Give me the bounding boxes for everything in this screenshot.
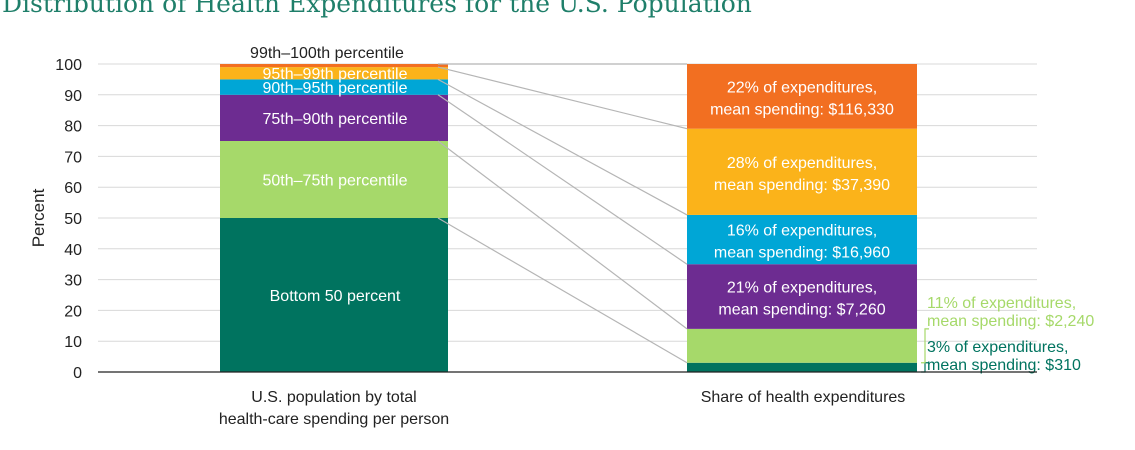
- population-segment-label: Bottom 50 percent: [270, 288, 401, 305]
- expenditure-segment: [687, 328, 917, 363]
- expenditure-label-line: mean spending: $310: [927, 357, 1081, 374]
- population-segment: [220, 79, 448, 95]
- expenditure-segment-label: 3% of expenditures,mean spending: $310: [921, 339, 1081, 374]
- expenditure-label-line: 11% of expenditures,: [927, 295, 1076, 312]
- x-category-label: Share of health expenditures: [701, 389, 906, 406]
- y-tick-label: 40: [64, 242, 82, 259]
- y-tick-label: 10: [64, 334, 82, 351]
- y-tick-label: 80: [64, 119, 82, 136]
- population-segment-label: 50th–75th percentile: [263, 173, 408, 190]
- y-tick-label: 100: [55, 57, 82, 74]
- population-segment: [220, 94, 448, 141]
- y-tick-label: 30: [64, 273, 82, 290]
- expenditure-segment-label: 11% of expenditures,mean spending: $2,24…: [921, 295, 1094, 364]
- x-category-label-line: Share of health expenditures: [701, 389, 906, 406]
- population-segment-label: 95th–99th percentile: [263, 66, 408, 83]
- population-segment-label: 90th–95th percentile: [263, 80, 408, 97]
- y-axis-label: Percent: [29, 188, 48, 247]
- expenditure-segment: [687, 214, 917, 265]
- expenditure-label-line: 16% of expenditures,: [727, 223, 877, 240]
- population-segment: [220, 64, 448, 68]
- y-tick-label: 20: [64, 303, 82, 320]
- y-tick-label: 70: [64, 149, 82, 166]
- y-tick-label: 50: [64, 211, 82, 228]
- expenditure-label-line: mean spending: $2,240: [927, 313, 1094, 330]
- x-category-label-line: health-care spending per person: [219, 411, 449, 428]
- y-tick-label: 60: [64, 180, 82, 197]
- expenditure-segment-label: 16% of expenditures, mean spending: $16,9…: [714, 223, 890, 262]
- connector-line: [437, 140, 688, 330]
- x-category-label-line: U.S. population by total: [251, 389, 416, 406]
- expenditure-segment: [687, 362, 917, 372]
- expenditure-label-line: mean spending: $16,960: [714, 245, 890, 262]
- expenditure-segment: [687, 128, 917, 215]
- y-tick-label: 90: [64, 88, 82, 105]
- expenditure-segment-label: 21% of expenditures, mean spending: $7,26…: [718, 280, 885, 319]
- expenditure-segment: [687, 264, 917, 329]
- expenditure-label-line: 22% of expenditures,: [727, 79, 877, 96]
- population-segment: [220, 141, 448, 218]
- chart-title: Distribution of Health Expenditures for …: [2, 0, 752, 18]
- connector-line: [437, 217, 688, 364]
- expenditure-label-line: mean spending: $116,330: [710, 101, 894, 118]
- connector-line: [437, 66, 688, 130]
- expenditure-label-line: 3% of expenditures,: [927, 339, 1068, 356]
- expenditure-label-line: 21% of expenditures,: [727, 280, 877, 297]
- population-segment: [220, 67, 448, 80]
- y-tick-label: 0: [73, 365, 82, 382]
- expenditure-label-line: 28% of expenditures,: [727, 155, 877, 172]
- expenditure-segment-label: 22% of expenditures, mean spending: $116,…: [710, 79, 894, 118]
- expenditure-label-line: mean spending: $7,260: [718, 302, 885, 319]
- x-category-label: U.S. population by total health-care spen…: [219, 389, 449, 428]
- label-bracket: [921, 328, 929, 364]
- expenditure-label-line: mean spending: $37,390: [714, 177, 890, 194]
- connector-line: [437, 78, 688, 216]
- connector-line: [437, 94, 688, 265]
- population-segment-label: 99th–100th percentile: [250, 45, 404, 62]
- expenditure-segment-label: 28% of expenditures, mean spending: $37,3…: [714, 155, 890, 194]
- expenditure-segment: [687, 64, 917, 129]
- population-segment-label: 75th–90th percentile: [263, 111, 408, 128]
- population-segment: [220, 218, 448, 372]
